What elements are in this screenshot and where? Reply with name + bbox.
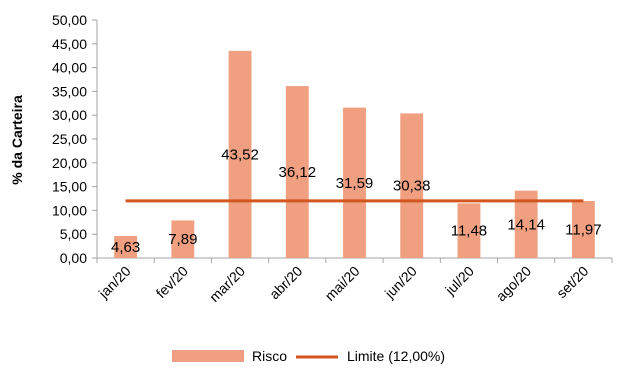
bar-data-label: 31,59: [336, 175, 374, 192]
x-tick-label: set/20: [553, 263, 591, 301]
bar-data-label: 36,12: [279, 164, 317, 181]
legend-swatch-risco: [172, 350, 244, 362]
y-axis-ticks: 0,00 5,00 10,00 15,00 20,00 25,00 30,00 35,00 40…: [52, 12, 97, 266]
y-tick-label: 35,00: [52, 83, 87, 99]
bar: [343, 107, 366, 259]
y-tick-label: 50,00: [52, 12, 87, 28]
y-tick-label: 30,00: [52, 107, 87, 123]
bar-data-label: 4,63: [111, 239, 140, 256]
y-tick-label: 45,00: [52, 36, 87, 52]
bar: [228, 50, 252, 258]
y-tick-label: 20,00: [52, 155, 87, 171]
bar: [571, 201, 595, 258]
y-tick-label: 25,00: [52, 131, 87, 147]
bar: [400, 113, 424, 258]
x-axis-ticks: jan/20 fev/20 mar/20 abr/20 mai/20 jun/20 jul/…: [95, 258, 613, 305]
legend-label-limite: Limite (12,00%): [347, 348, 445, 364]
bar: [171, 220, 195, 258]
x-tick-label: mar/20: [206, 263, 248, 305]
legend-label-risco: Risco: [252, 348, 287, 364]
x-tick-label: abr/20: [266, 263, 306, 303]
x-tick-label: jul/20: [441, 263, 477, 299]
bar-series: [114, 50, 595, 259]
y-tick-label: 5,00: [60, 226, 87, 242]
bar: [114, 235, 138, 258]
y-axis-title-group: % da Carteira: [9, 95, 25, 185]
y-axis-title: % da Carteira: [9, 95, 25, 185]
x-tick-label: jun/20: [381, 263, 420, 302]
bar: [514, 190, 538, 258]
bar-data-label: 11,48: [451, 223, 487, 240]
x-tick-label: jan/20: [95, 263, 134, 302]
y-tick-label: 10,00: [52, 202, 87, 218]
y-tick-label: 15,00: [52, 179, 87, 195]
legend: Risco Limite (12,00%): [172, 348, 445, 364]
bar-data-label: 7,89: [168, 231, 197, 248]
x-tick-label: fev/20: [153, 263, 191, 301]
bar: [457, 203, 481, 258]
bar-data-label: 30,38: [393, 178, 431, 195]
y-tick-label: 0,00: [60, 250, 87, 266]
x-tick-label: ago/20: [493, 263, 535, 305]
bar-data-label: 43,52: [221, 146, 259, 163]
y-tick-label: 40,00: [52, 60, 87, 76]
bar: [285, 86, 309, 258]
x-tick-label: mai/20: [322, 263, 363, 304]
bar-data-label: 14,14: [507, 216, 545, 233]
bar-data-label: 11,97: [565, 222, 601, 239]
data-labels: 4,63 7,89 43,52 36,12 31,59 30,38 11,48 14,14 11…: [111, 146, 602, 256]
